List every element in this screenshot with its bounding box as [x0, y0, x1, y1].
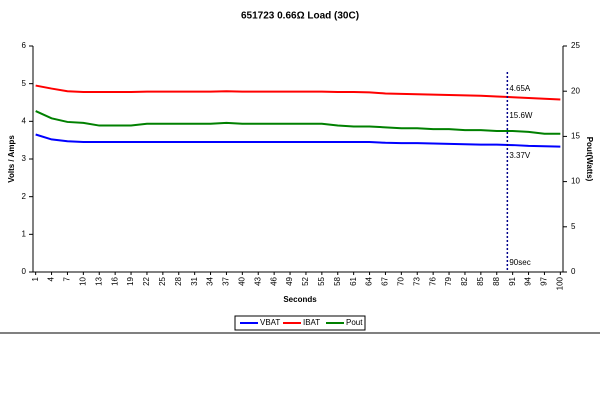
x-tick-label: 52: [301, 276, 310, 285]
x-tick-label: 64: [365, 276, 374, 285]
y-tick-label: 0: [22, 267, 27, 276]
series-line: [35, 110, 561, 135]
x-tick-label: 10: [78, 276, 87, 285]
x-tick-label: 70: [396, 276, 405, 285]
annotation: 3.37V: [509, 151, 531, 160]
y-tick-label: 2: [22, 192, 27, 201]
x-tick-label: 91: [508, 276, 517, 285]
x-tick-label: 22: [142, 276, 151, 285]
x-tick-label: 1: [31, 276, 40, 281]
y-axis-title: Volts / Amps: [7, 135, 16, 183]
annotation: 15.6W: [509, 111, 533, 120]
x-tick-label: 82: [460, 276, 469, 285]
y2-tick-label: 25: [571, 41, 580, 50]
x-tick-label: 40: [237, 276, 246, 285]
chart-title: 651723 0.66Ω Load (30C): [241, 11, 359, 22]
y-tick-label: 1: [22, 229, 27, 238]
annotation: 4.65A: [509, 84, 531, 93]
series-line: [35, 84, 561, 101]
y-tick-label: 4: [22, 116, 27, 125]
x-tick-label: 28: [174, 276, 183, 285]
x-tick-label: 43: [253, 276, 262, 285]
x-axis-title: Seconds: [283, 295, 317, 304]
legend-label: Pout: [346, 318, 363, 327]
x-tick-label: 61: [349, 276, 358, 285]
x-tick-label: 4: [47, 276, 56, 281]
y2-axis-title: Pout(Watts): [585, 137, 594, 182]
x-tick-label: 16: [110, 276, 119, 285]
x-tick-label: 46: [269, 276, 278, 285]
plot-area: [33, 46, 563, 272]
x-tick-label: 55: [317, 276, 326, 285]
x-tick-label: 31: [190, 276, 199, 285]
x-tick-label: 34: [206, 276, 215, 285]
x-tick-label: 67: [381, 276, 390, 285]
x-tick-label: 79: [444, 276, 453, 285]
y-tick-label: 6: [22, 41, 27, 50]
legend-label: VBAT: [260, 318, 280, 327]
x-tick-label: 88: [492, 276, 501, 285]
x-tick-label: 97: [540, 276, 549, 285]
x-tick-label: 19: [126, 276, 135, 285]
x-tick-label: 58: [333, 276, 342, 285]
x-tick-label: 94: [524, 276, 533, 285]
marker-label: 90sec: [509, 258, 530, 267]
x-tick-label: 25: [158, 276, 167, 285]
y-tick-label: 3: [22, 154, 27, 163]
x-tick-label: 7: [63, 276, 72, 281]
x-tick-label: 100: [555, 276, 564, 290]
x-tick-label: 73: [412, 276, 421, 285]
x-tick-label: 85: [476, 276, 485, 285]
y-tick-label: 5: [22, 79, 27, 88]
x-tick-label: 76: [428, 276, 437, 285]
y2-tick-label: 15: [571, 132, 580, 141]
y2-tick-label: 20: [571, 86, 580, 95]
legend-label: IBAT: [303, 318, 320, 327]
x-tick-label: 49: [285, 276, 294, 285]
series-line: [35, 133, 561, 148]
x-tick-label: 37: [222, 276, 231, 285]
y2-tick-label: 0: [571, 267, 576, 276]
y2-tick-label: 5: [571, 222, 576, 231]
y2-tick-label: 10: [571, 177, 580, 186]
x-tick-label: 13: [94, 276, 103, 285]
